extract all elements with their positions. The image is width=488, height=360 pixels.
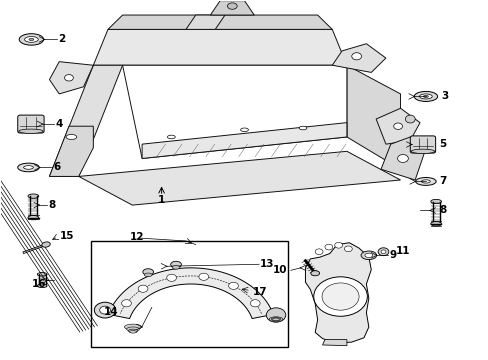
Circle shape [325,244,332,250]
Ellipse shape [397,154,407,162]
Ellipse shape [170,261,181,268]
Polygon shape [331,44,385,72]
Text: 4: 4 [56,119,63,129]
Polygon shape [380,137,424,180]
Ellipse shape [64,75,73,81]
Circle shape [122,300,131,307]
Circle shape [166,274,176,282]
Text: 11: 11 [395,246,409,256]
Text: 5: 5 [439,139,446,149]
Ellipse shape [413,91,437,102]
Text: 7: 7 [439,176,446,186]
Text: 16: 16 [31,279,46,289]
Ellipse shape [419,94,431,99]
Ellipse shape [172,266,180,269]
Ellipse shape [430,199,441,204]
FancyBboxPatch shape [409,136,435,153]
Text: 6: 6 [53,162,61,172]
Ellipse shape [129,330,137,333]
Ellipse shape [351,53,361,60]
Text: 10: 10 [272,265,286,275]
Polygon shape [322,339,346,346]
Ellipse shape [227,3,237,9]
Circle shape [322,283,358,310]
Circle shape [228,282,238,289]
Ellipse shape [28,194,39,198]
Ellipse shape [18,163,39,172]
Ellipse shape [360,251,376,260]
Ellipse shape [380,250,385,253]
Polygon shape [142,123,346,158]
Ellipse shape [272,318,279,320]
Polygon shape [49,126,93,176]
Ellipse shape [421,180,429,183]
Text: 13: 13 [260,259,274,269]
Polygon shape [210,1,254,15]
Bar [91,241,288,347]
Polygon shape [305,243,370,343]
Ellipse shape [142,269,153,275]
Ellipse shape [423,95,427,98]
Ellipse shape [42,242,50,247]
Ellipse shape [415,177,435,185]
Text: 17: 17 [252,287,266,297]
Ellipse shape [430,222,441,226]
Text: 8: 8 [439,205,446,215]
Ellipse shape [24,37,38,42]
Polygon shape [122,65,346,158]
Ellipse shape [364,253,372,257]
Text: 2: 2 [58,34,65,44]
Circle shape [138,285,148,292]
Ellipse shape [144,273,152,276]
Polygon shape [108,268,273,319]
Circle shape [250,300,260,307]
Circle shape [315,249,323,255]
Text: 3: 3 [440,91,447,101]
Text: 1: 1 [158,195,165,205]
Ellipse shape [167,135,175,139]
Circle shape [313,277,366,316]
Circle shape [344,246,351,252]
Ellipse shape [128,329,138,332]
Ellipse shape [124,324,142,330]
Ellipse shape [393,123,402,130]
Polygon shape [108,15,331,30]
Circle shape [94,302,116,318]
Ellipse shape [126,327,139,331]
Ellipse shape [19,129,43,134]
Ellipse shape [269,317,282,322]
Ellipse shape [28,216,39,220]
Ellipse shape [377,248,388,256]
Circle shape [100,306,110,314]
Polygon shape [79,151,400,205]
Ellipse shape [19,34,43,45]
Ellipse shape [310,271,319,276]
FancyBboxPatch shape [18,115,44,133]
Text: 9: 9 [388,250,396,260]
Text: 8: 8 [48,200,56,210]
Ellipse shape [240,128,248,132]
Text: 14: 14 [104,307,119,317]
Ellipse shape [66,134,77,139]
Ellipse shape [405,115,414,123]
Ellipse shape [23,166,33,169]
Ellipse shape [37,273,47,276]
Polygon shape [93,30,346,65]
Ellipse shape [37,284,47,288]
Circle shape [266,308,285,322]
Polygon shape [185,15,224,30]
Ellipse shape [270,318,280,321]
Circle shape [199,273,208,280]
Text: 12: 12 [130,232,144,242]
Polygon shape [49,65,122,176]
Ellipse shape [29,39,34,41]
Text: 15: 15 [60,231,74,240]
Ellipse shape [299,126,306,130]
Circle shape [334,242,342,248]
Ellipse shape [410,149,434,153]
Polygon shape [346,65,400,169]
Polygon shape [49,62,93,94]
Polygon shape [375,108,419,144]
